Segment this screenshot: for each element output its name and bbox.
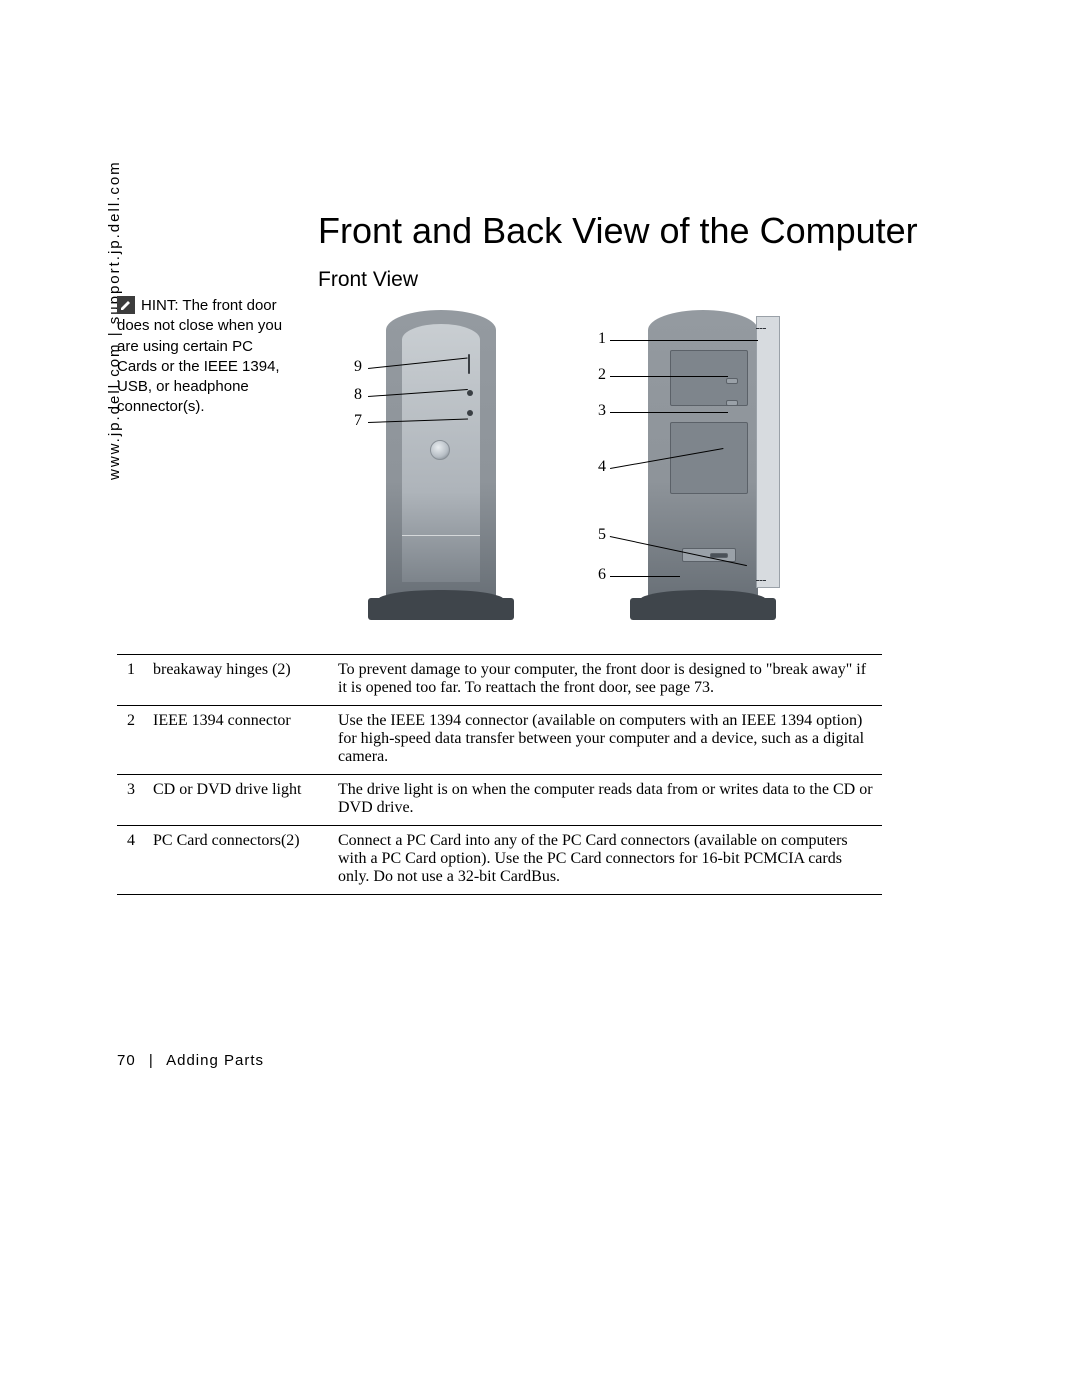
row-num: 2 bbox=[117, 706, 145, 775]
parts-table: 1 breakaway hinges (2) To prevent damage… bbox=[117, 654, 882, 895]
callout-9: 9 bbox=[354, 358, 362, 376]
row-name: PC Card connectors(2) bbox=[145, 826, 330, 895]
pencil-icon bbox=[117, 296, 135, 314]
row-desc: Use the IEEE 1394 connector (available o… bbox=[330, 706, 882, 775]
subtitle: Front View bbox=[318, 268, 418, 292]
row-num: 3 bbox=[117, 775, 145, 826]
row-desc: To prevent damage to your computer, the … bbox=[330, 655, 882, 706]
callout-4: 4 bbox=[598, 458, 606, 476]
footer-sep: | bbox=[149, 1052, 154, 1069]
hint-text: The front door does not close when you a… bbox=[117, 297, 282, 415]
callout-6: 6 bbox=[598, 566, 606, 584]
tower-open bbox=[630, 310, 776, 620]
row-num: 4 bbox=[117, 826, 145, 895]
callout-2: 2 bbox=[598, 366, 606, 384]
tower-closed bbox=[368, 310, 514, 620]
row-name: IEEE 1394 connector bbox=[145, 706, 330, 775]
front-view-diagram: 9 8 7 1 2 3 4 5 6 bbox=[318, 300, 878, 630]
row-desc: Connect a PC Card into any of the PC Car… bbox=[330, 826, 882, 895]
row-desc: The drive light is on when the computer … bbox=[330, 775, 882, 826]
page-number: 70 bbox=[117, 1052, 136, 1069]
hint-label: HINT: bbox=[141, 297, 179, 314]
callout-3: 3 bbox=[598, 402, 606, 420]
row-num: 1 bbox=[117, 655, 145, 706]
callout-5: 5 bbox=[598, 526, 606, 544]
table-row: 4 PC Card connectors(2) Connect a PC Car… bbox=[117, 826, 882, 895]
callout-8: 8 bbox=[354, 386, 362, 404]
hint-box: HINT: The front door does not close when… bbox=[117, 296, 297, 418]
table-row: 3 CD or DVD drive light The drive light … bbox=[117, 775, 882, 826]
callout-7: 7 bbox=[354, 412, 362, 430]
callout-1: 1 bbox=[598, 330, 606, 348]
table-row: 2 IEEE 1394 connector Use the IEEE 1394 … bbox=[117, 706, 882, 775]
row-name: breakaway hinges (2) bbox=[145, 655, 330, 706]
table-row: 1 breakaway hinges (2) To prevent damage… bbox=[117, 655, 882, 706]
section-name: Adding Parts bbox=[166, 1052, 264, 1069]
page-footer: 70 | Adding Parts bbox=[117, 1052, 264, 1069]
row-name: CD or DVD drive light bbox=[145, 775, 330, 826]
page-title: Front and Back View of the Computer bbox=[318, 210, 918, 252]
